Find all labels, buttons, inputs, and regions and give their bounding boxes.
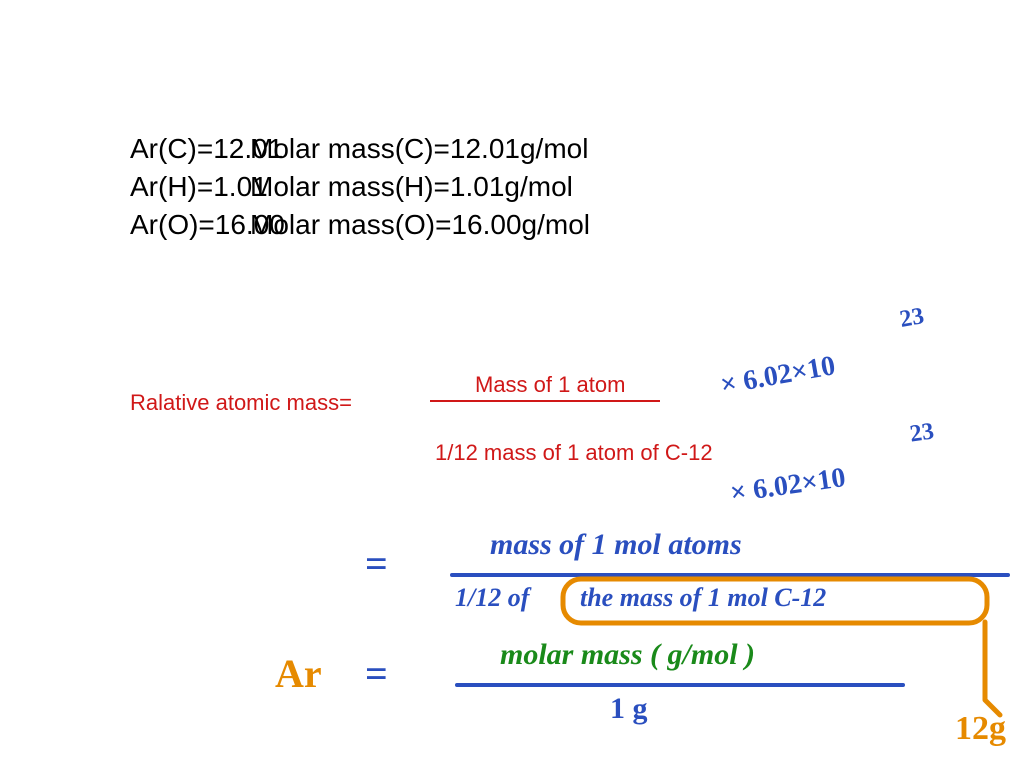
orange-arrow	[0, 0, 1024, 768]
twelve-g: 12g	[955, 710, 1006, 748]
